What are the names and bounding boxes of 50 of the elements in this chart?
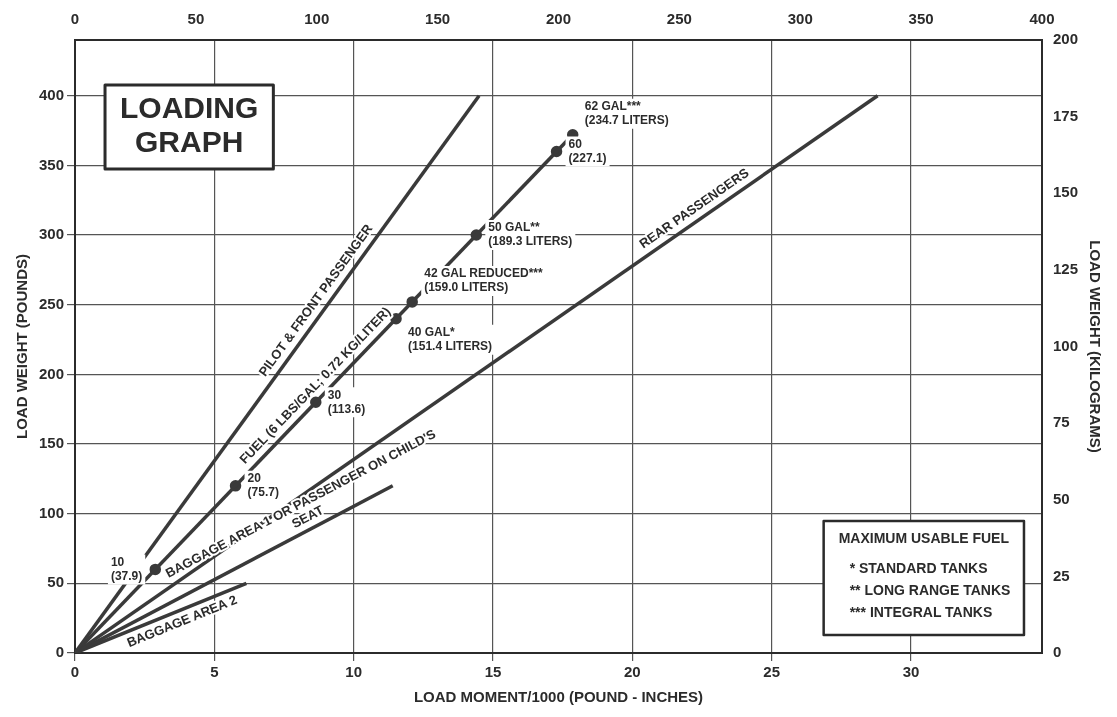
y2-tick-label: 150 [1052, 183, 1078, 201]
x2-tick-label: 150 [425, 10, 451, 28]
y-tick-label: 400 [39, 85, 65, 103]
annotation: 50 GAL** (189.3 LITERS) [488, 220, 573, 249]
annotation: 30 (113.6) [327, 387, 366, 416]
x2-tick-label: 100 [304, 10, 330, 28]
annotation: MAXIMUM USABLE FUEL [838, 529, 1010, 546]
y2-tick-label: 75 [1052, 413, 1070, 431]
y-tick-label: 200 [39, 364, 65, 382]
annotation: *** INTEGRAL TANKS [849, 603, 993, 620]
y-tick-label: 250 [39, 294, 65, 312]
y2-tick-label: 50 [1052, 489, 1070, 507]
x-tick-label: 0 [70, 663, 80, 681]
x2-tick-label: 400 [1029, 10, 1055, 28]
annotation: 40 GAL* (151.4 LITERS) [408, 324, 493, 353]
y-tick-label: 300 [39, 225, 65, 243]
y-tick-label: 350 [39, 155, 65, 173]
x2-tick-label: 50 [187, 10, 205, 28]
annotation: 10 (37.9) [110, 554, 143, 583]
y2-axis-title: LOAD WEIGHT (KILOGRAMS) [1086, 240, 1104, 453]
x2-tick-label: 300 [787, 10, 813, 28]
y-tick-label: 50 [47, 573, 65, 591]
annotation: ** LONG RANGE TANKS [849, 581, 1011, 598]
y-tick-label: 0 [55, 643, 65, 661]
text: LOADING GRAPH [120, 91, 259, 159]
x2-tick-label: 200 [545, 10, 572, 28]
x-tick-label: 5 [210, 663, 219, 681]
annotation: * STANDARD TANKS [849, 559, 988, 576]
x2-tick-label: 350 [908, 10, 934, 28]
y-tick-label: 100 [39, 503, 65, 521]
x2-tick-label: 250 [666, 10, 692, 28]
annotation: 60 (227.1) [568, 136, 607, 165]
annotation: 20 (75.7) [247, 471, 279, 500]
y2-tick-label: 125 [1052, 260, 1078, 278]
y2-tick-label: 100 [1052, 336, 1078, 354]
x-tick-label: 10 [345, 663, 363, 681]
x-tick-label: 30 [902, 663, 920, 681]
x-tick-label: 25 [763, 663, 781, 681]
y2-tick-label: 175 [1052, 106, 1078, 124]
x-tick-label: 20 [624, 663, 641, 681]
y2-tick-label: 0 [1052, 643, 1062, 661]
y-tick-label: 150 [39, 434, 65, 452]
x2-tick-label: 0 [70, 10, 80, 28]
x-axis-title: LOAD MOMENT/1000 (POUND - INCHES) [413, 688, 704, 706]
annotation: 62 GAL*** (234.7 LITERS) [584, 99, 669, 128]
annotation: 42 GAL REDUCED*** (159.0 LITERS) [424, 266, 544, 295]
x-tick-label: 15 [484, 663, 502, 681]
y2-tick-label: 25 [1052, 566, 1070, 584]
y-axis-title: LOAD WEIGHT (POUNDS) [13, 254, 31, 439]
y2-tick-label: 200 [1052, 30, 1078, 48]
